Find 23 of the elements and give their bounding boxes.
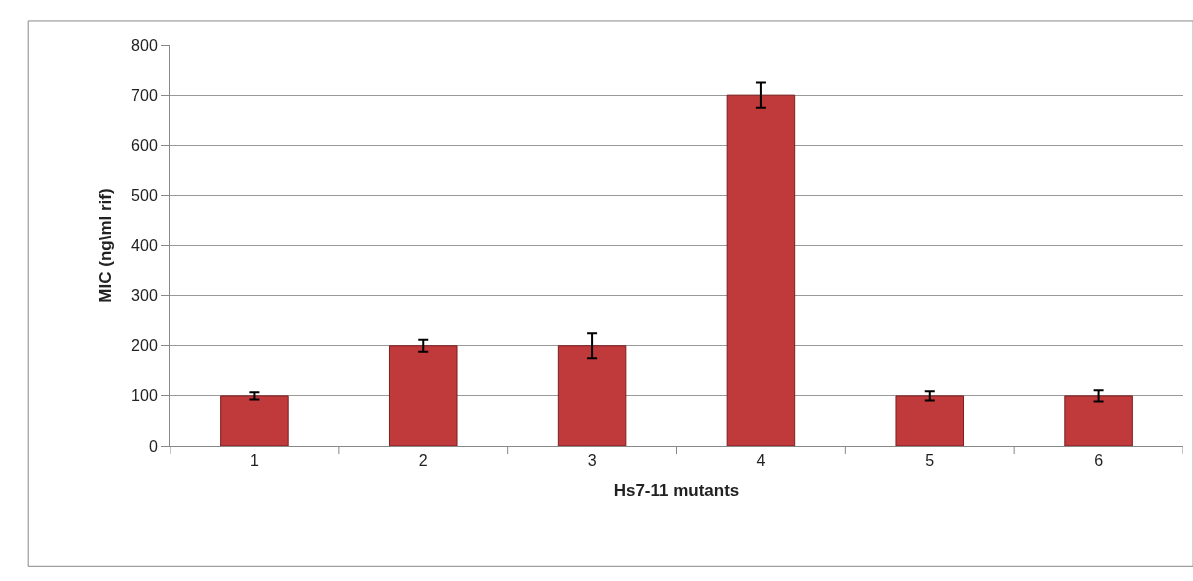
- y-tick-label: 100: [131, 387, 158, 405]
- y-tick-label: 200: [131, 337, 158, 355]
- x-tick-label: 5: [925, 452, 935, 470]
- x-tick-label: 3: [587, 452, 597, 470]
- x-axis-title: Hs7-11 mutants: [613, 480, 740, 500]
- y-tick-label: 300: [131, 287, 158, 305]
- bar: [1064, 395, 1133, 446]
- y-tick-label: 0: [148, 437, 158, 455]
- y-tick-label: 600: [131, 136, 158, 154]
- bar: [220, 395, 289, 446]
- y-axis-title: MIC (ng\ml rif): [95, 188, 115, 303]
- bar: [726, 94, 796, 446]
- bar: [895, 395, 965, 446]
- y-tick-label: 500: [131, 186, 158, 204]
- y-tick-label: 400: [131, 237, 158, 255]
- y-tick-label: 700: [131, 86, 158, 104]
- y-tick-label: 800: [131, 36, 158, 54]
- bar: [557, 345, 627, 446]
- x-tick-label: 2: [418, 452, 428, 470]
- x-tick-label: 6: [1094, 452, 1104, 470]
- x-tick-label: 4: [756, 452, 766, 470]
- x-tick-label: 1: [249, 452, 259, 470]
- bar: [388, 345, 458, 446]
